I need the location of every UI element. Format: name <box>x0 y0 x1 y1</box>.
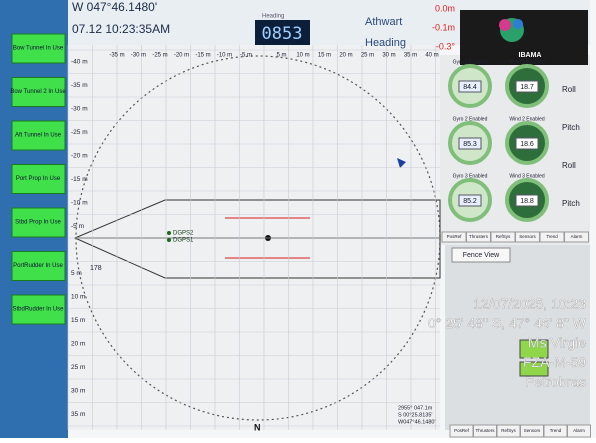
x-tick-label: -10 m <box>217 53 232 59</box>
ruler-label: 178 <box>90 265 102 272</box>
tab-label: Trend <box>550 428 562 433</box>
watermark: Petrobras <box>525 374 586 390</box>
x-tick-label: -15 m <box>195 53 210 59</box>
north-label: N <box>254 422 261 432</box>
heading-offset-value: -0.3° <box>436 41 456 51</box>
y-tick-label: 20 m <box>71 341 85 348</box>
x-tick-label: 40 m <box>425 53 438 59</box>
watermark: 0° 25' 48" S, 47° 46' 8" W <box>428 315 587 331</box>
gauge-value: 18.6 <box>520 141 534 148</box>
marker-label: DGPS2 <box>173 231 194 237</box>
tab-label: Thrusters <box>469 234 489 239</box>
x-tick-label: -25 m <box>152 53 167 59</box>
thruster-button-label: PortRudder In Use <box>13 263 63 269</box>
y-tick-label: -35 m <box>71 82 88 89</box>
y-tick-label: -30 m <box>71 106 88 113</box>
x-tick-label: 5 m <box>276 53 286 59</box>
tab-label: RefSys <box>501 428 516 433</box>
y-tick-label: -25 m <box>71 129 88 136</box>
heading-offset-label: Heading <box>365 37 406 49</box>
gauge-value: 85.2 <box>463 198 477 205</box>
tab-label: Alarm <box>573 428 585 433</box>
tab-label: Alarm <box>571 234 583 239</box>
readout: 2955° 047.1m <box>398 405 433 411</box>
fence-view: Fence View <box>463 252 500 259</box>
thruster-button-label: Port Prop In Use <box>16 176 61 182</box>
gauge-value: 18.8 <box>520 198 534 205</box>
heading-label: Heading <box>262 14 284 20</box>
x-tick-label: 20 m <box>339 53 352 59</box>
side-label: Roll <box>562 161 576 170</box>
tab-label: Sensors <box>524 428 541 433</box>
y-tick-label: 35 m <box>71 411 85 418</box>
side-label: Roll <box>562 85 576 94</box>
x-tick-label: 25 m <box>361 53 374 59</box>
y-tick-label: 5 m <box>71 270 82 277</box>
x-tick-label: 30 m <box>382 53 395 59</box>
athwart-value: -0.1m <box>432 22 455 32</box>
gauge-value: 84.4 <box>463 84 477 91</box>
y-tick-label: -10 m <box>71 200 88 207</box>
x-tick-label: -30 m <box>131 53 146 59</box>
thruster-button-label: Bow Tunnel In Use <box>13 46 64 52</box>
page: W 047°46.1480' 07.12 10:23:35AM Heading 085… <box>0 0 596 438</box>
datetime: 07.12 10:23:35AM <box>72 22 170 36</box>
logo-mark <box>499 19 511 31</box>
y-tick-label: 15 m <box>71 317 85 324</box>
gauge-value: 85.3 <box>463 141 477 148</box>
y-tick-label: 25 m <box>71 364 85 371</box>
y-tick-label: -5 m <box>71 223 84 230</box>
watermark: FZA-M-59 <box>523 354 586 370</box>
thruster-button-label: StbdRudder In Use <box>12 307 64 313</box>
watermark: Ms Virgie <box>528 335 586 351</box>
offset-value: 0.0m <box>435 3 455 13</box>
longitude: W 047°46.1480' <box>72 0 157 14</box>
x-tick-label: 10 m <box>296 53 309 59</box>
athwart-label: Athwart <box>365 16 402 28</box>
x-tick-label: -35 m <box>109 53 124 59</box>
x-tick-label: 15 m <box>318 53 331 59</box>
logo-text: IBAMA <box>519 52 542 59</box>
marker-label: DGPS1 <box>173 238 194 244</box>
readout: S 00°25.8135' <box>398 412 432 418</box>
thruster-button-label: Aft Tunnel In Use <box>15 133 62 139</box>
thruster-button-label: Stbd Prop In Use <box>15 220 61 226</box>
readout: W047°46.1480' <box>398 419 436 425</box>
dp-screen: W 047°46.1480' 07.12 10:23:35AM Heading 085… <box>0 0 596 438</box>
watermark: 12/07/2025, 10:23 <box>473 296 586 312</box>
x-tick-label: -20 m <box>174 53 189 59</box>
tab-label: Trend <box>546 234 558 239</box>
marker-dot <box>167 238 171 242</box>
tab-label: PosRef <box>454 428 470 433</box>
thruster-button-label: Bow Tunnel 2 In Use <box>10 89 66 95</box>
y-tick-label: -20 m <box>71 153 88 160</box>
tab-label: RefSys <box>496 234 511 239</box>
y-tick-label: -40 m <box>71 59 88 66</box>
logo-mark <box>513 19 523 29</box>
tab-label: Thrusters <box>475 428 495 433</box>
heading-value: 0853 <box>262 24 303 44</box>
side-label: Pitch <box>562 199 580 208</box>
y-tick-label: 30 m <box>71 388 85 395</box>
x-tick-label: -5 m <box>240 53 252 59</box>
y-tick-label: 10 m <box>71 294 85 301</box>
tab-label: PosRef <box>447 234 463 239</box>
marker-dot <box>167 231 171 235</box>
tab-label: Sensors <box>519 234 536 239</box>
side-label: Pitch <box>562 123 580 132</box>
y-tick-label: -15 m <box>71 176 88 183</box>
x-tick-label: 35 m <box>404 53 417 59</box>
gauge-value: 18.7 <box>520 84 534 91</box>
